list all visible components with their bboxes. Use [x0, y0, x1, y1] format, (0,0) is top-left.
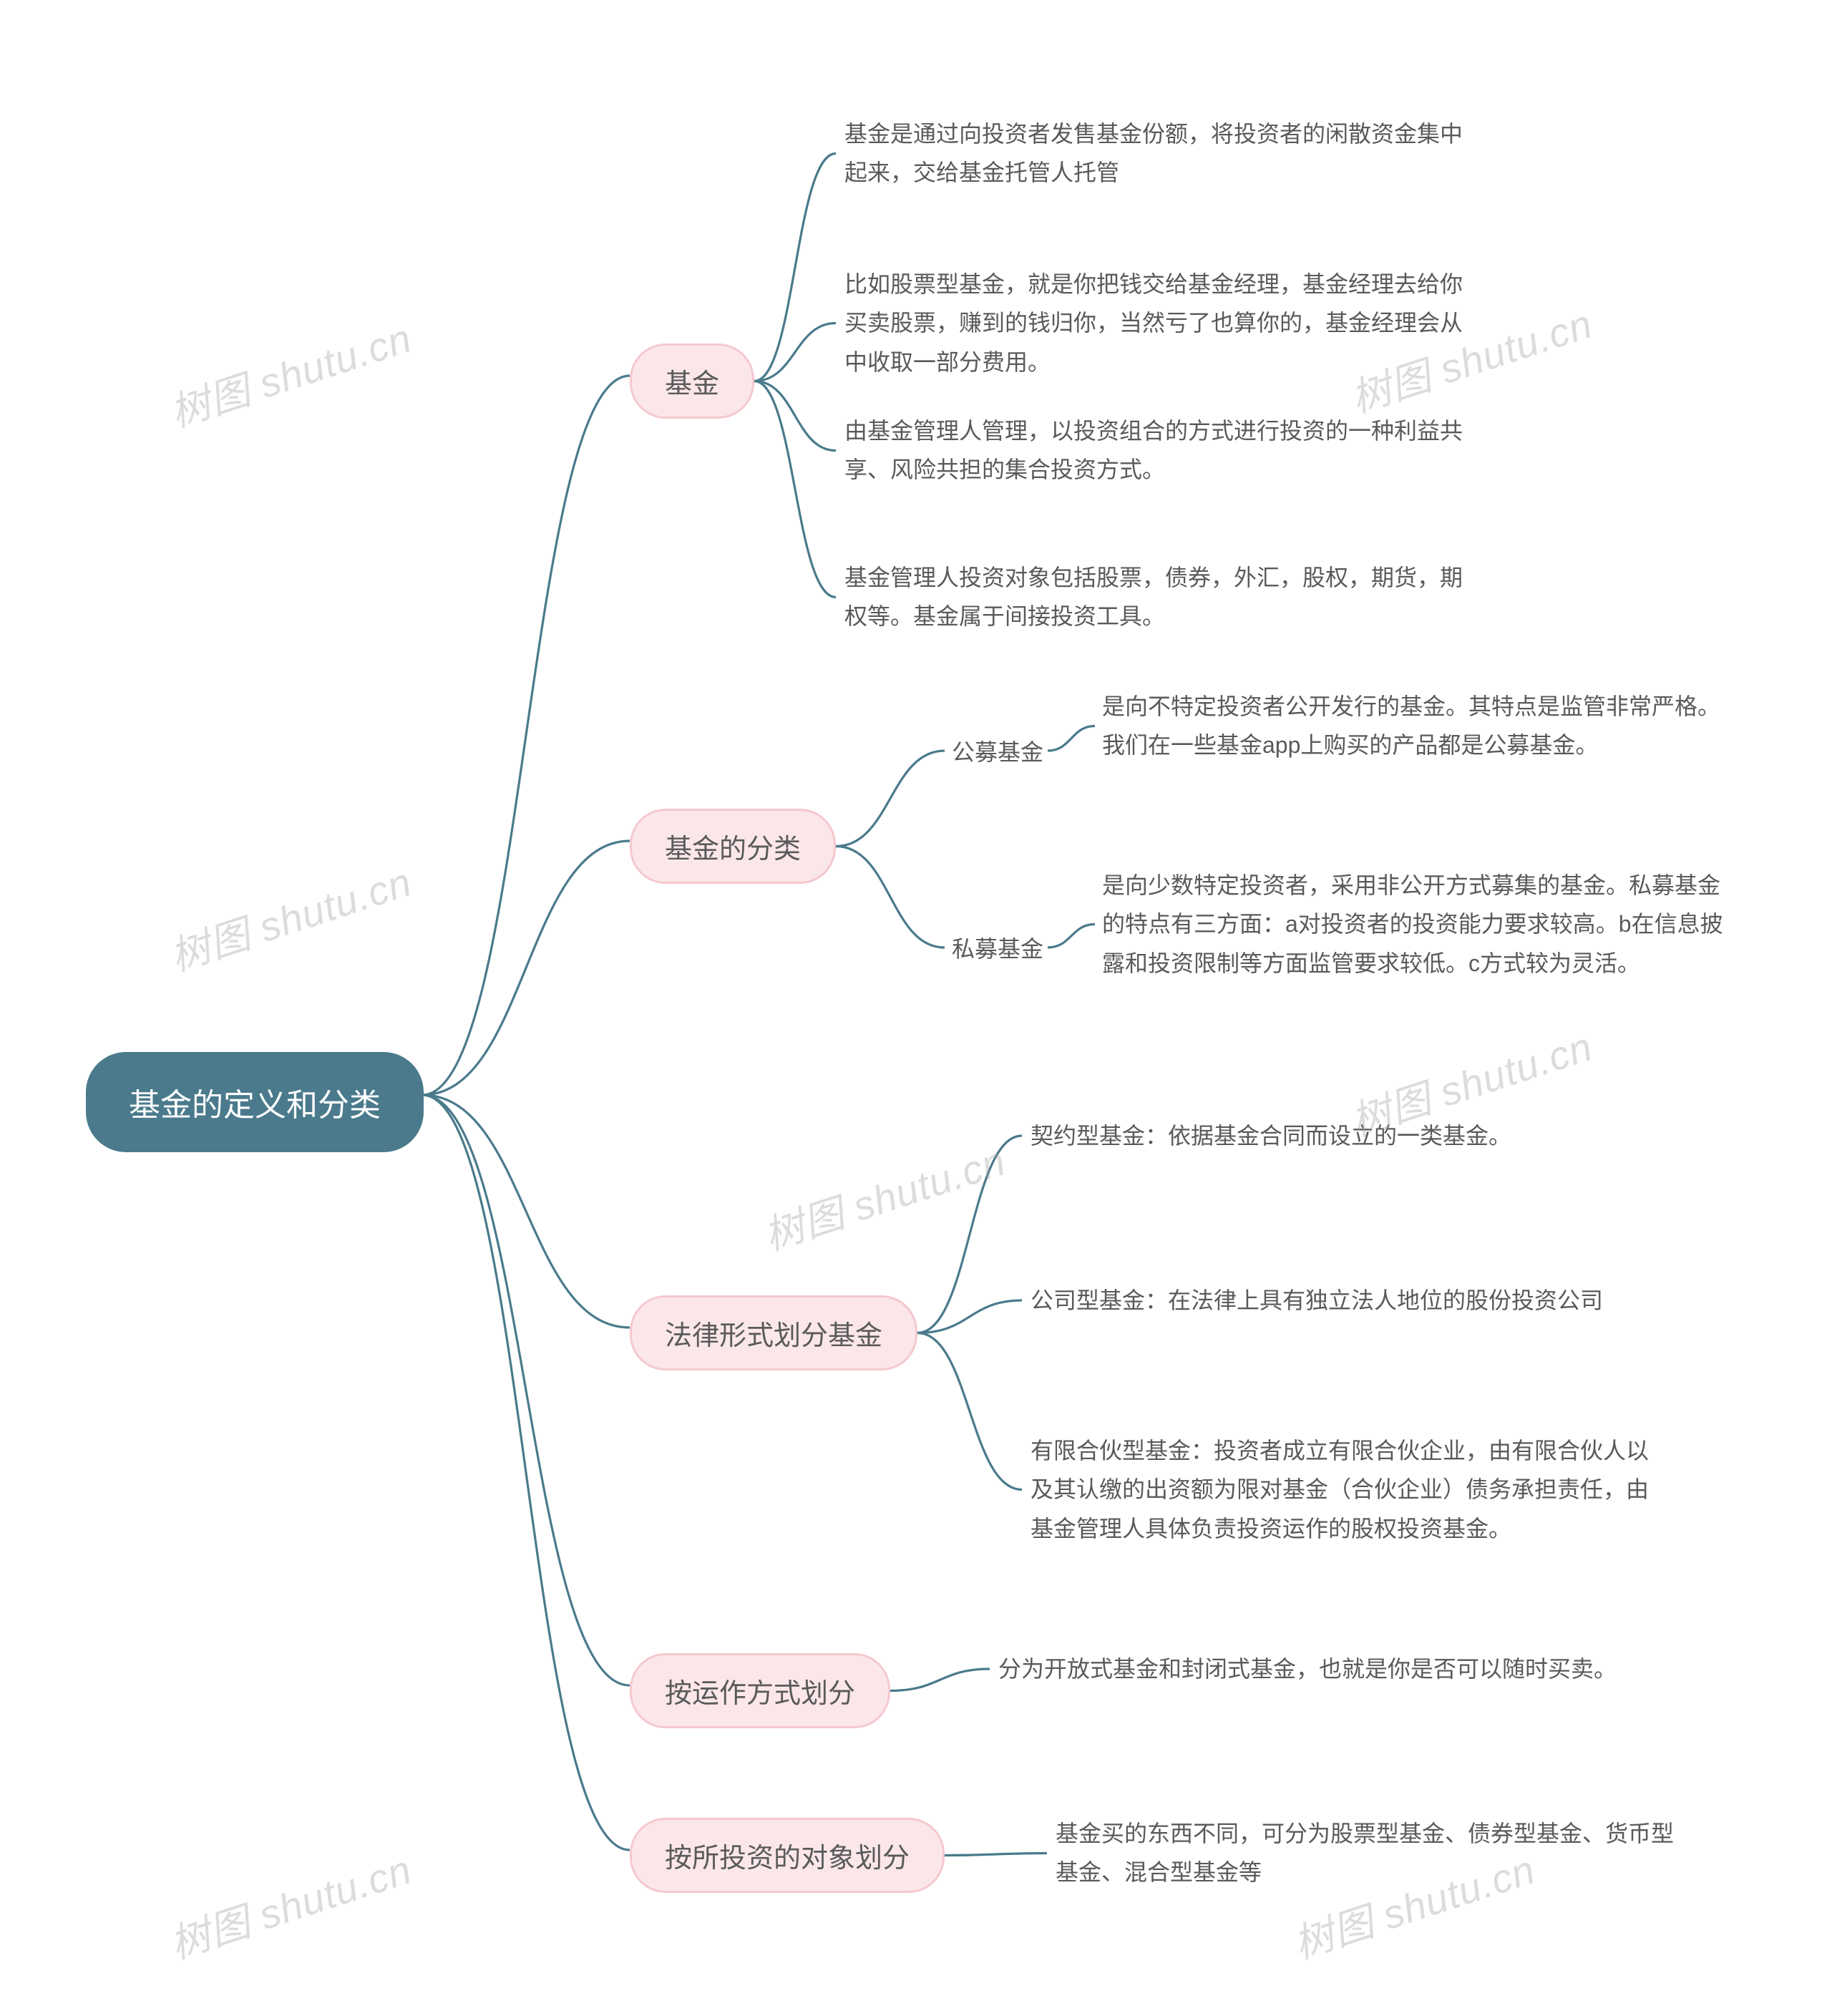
- sub-private-fund[interactable]: 私募基金: [952, 927, 1043, 968]
- sub-public-fund[interactable]: 公募基金: [952, 730, 1043, 771]
- watermark: 树图 shutu.cn: [756, 1129, 1012, 1262]
- leaf-b3-2: 有限合伙型基金：投资者成立有限合伙企业，由有限合伙人以及其认缴的出资额为限对基金…: [1030, 1431, 1660, 1548]
- leaf-b1-3: 基金管理人投资对象包括股票，债券，外汇，股权，期货，期权等。基金属于间接投资工具…: [844, 558, 1474, 636]
- branch-legal-form[interactable]: 法律形式划分基金: [630, 1295, 917, 1370]
- leaf-b1-2: 由基金管理人管理，以投资组合的方式进行投资的一种利益共享、风险共担的集合投资方式…: [844, 412, 1474, 490]
- leaf-b3-0: 契约型基金：依据基金合同而设立的一类基金。: [1030, 1116, 1511, 1155]
- branch-classification[interactable]: 基金的分类: [630, 809, 836, 884]
- watermark: 树图 shutu.cn: [162, 850, 418, 983]
- leaf-b3-1: 公司型基金：在法律上具有独立法人地位的股份投资公司: [1030, 1281, 1603, 1320]
- watermark: 树图 shutu.cn: [162, 1838, 418, 1970]
- branch-operation-mode[interactable]: 按运作方式划分: [630, 1653, 890, 1728]
- leaf-b4-0: 分为开放式基金和封闭式基金，也就是你是否可以随时买卖。: [998, 1650, 1617, 1688]
- leaf-b5-0: 基金买的东西不同，可分为股票型基金、债券型基金、货币型基金、混合型基金等: [1056, 1814, 1685, 1892]
- branch-fund[interactable]: 基金: [630, 344, 754, 419]
- leaf-private-fund: 是向少数特定投资者，采用非公开方式募集的基金。私募基金的特点有三方面：a对投资者…: [1102, 866, 1732, 983]
- branch-investment-target[interactable]: 按所投资的对象划分: [630, 1818, 945, 1893]
- root-node[interactable]: 基金的定义和分类: [86, 1052, 424, 1152]
- mindmap-canvas: 基金的定义和分类 基金 基金是通过向投资者发售基金份额，将投资者的闲散资金集中起…: [0, 0, 1832, 2016]
- leaf-b1-1: 比如股票型基金，就是你把钱交给基金经理，基金经理去给你买卖股票，赚到的钱归你，当…: [844, 265, 1474, 381]
- watermark: 树图 shutu.cn: [162, 306, 418, 439]
- leaf-public-fund: 是向不特定投资者公开发行的基金。其特点是监管非常严格。我们在一些基金app上购买…: [1102, 687, 1732, 765]
- leaf-b1-0: 基金是通过向投资者发售基金份额，将投资者的闲散资金集中起来，交给基金托管人托管: [844, 115, 1474, 193]
